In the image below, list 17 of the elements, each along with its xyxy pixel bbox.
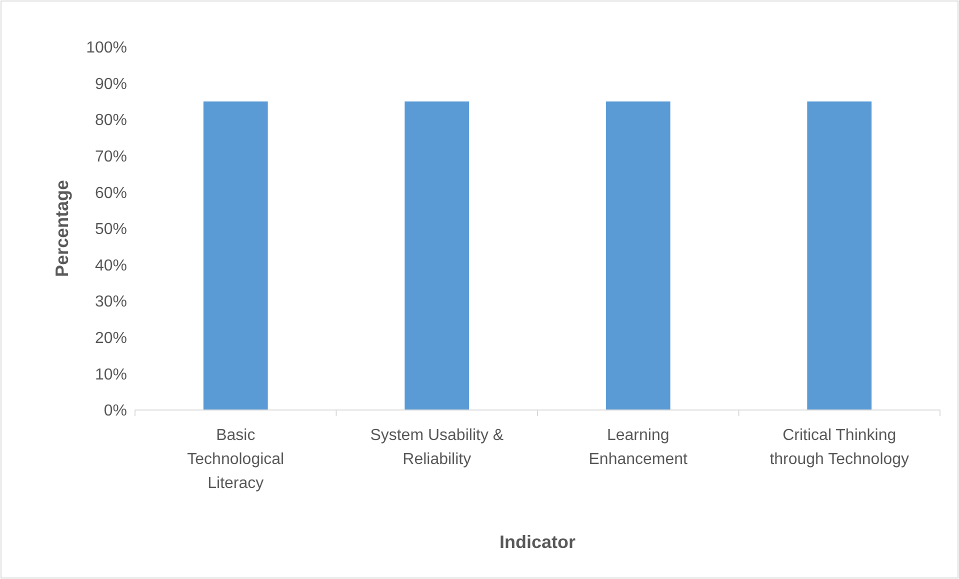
y-tick-label: 70% — [94, 148, 127, 166]
y-tick-label: 10% — [94, 366, 127, 384]
x-tick-label: System Usability & Reliability — [370, 427, 504, 468]
y-tick-label: 40% — [94, 257, 127, 274]
y-tick-label: 30% — [94, 294, 127, 311]
y-tick-label: 50% — [94, 221, 127, 238]
x-axis-title: Indicator — [499, 532, 576, 552]
y-tick-label: 0% — [104, 402, 127, 420]
y-tick-label: 80% — [94, 112, 127, 130]
y-axis-title: Percentage — [52, 180, 72, 278]
y-tick-label: 100% — [86, 40, 127, 57]
y-tick-label: 90% — [94, 76, 127, 93]
x-tick-label: Critical Thinking through Technology — [770, 427, 910, 468]
x-tick-label: Learning Enhancement — [588, 427, 688, 468]
y-tick-label: 20% — [94, 330, 127, 347]
y-tick-label: 60% — [94, 184, 127, 202]
x-tick-label: Basic Technological Literacy — [187, 427, 284, 492]
